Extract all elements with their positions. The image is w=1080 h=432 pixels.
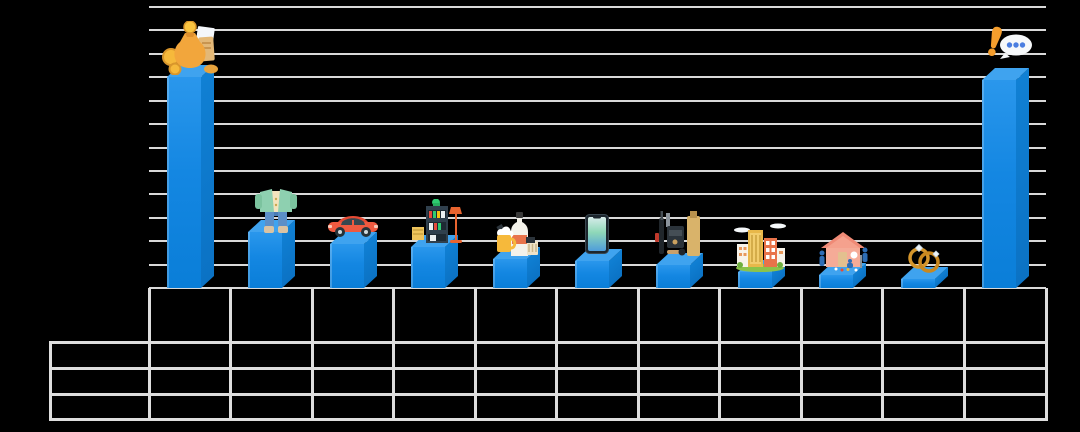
table-line-vertical [392, 288, 396, 421]
table-line-horizontal [50, 366, 1048, 370]
car-icon [326, 212, 380, 238]
exclamation-ellipsis-icon [986, 26, 1034, 62]
bar-side-face-other[interactable] [1016, 67, 1030, 288]
bar-other[interactable] [982, 79, 1017, 288]
table-line-vertical [718, 288, 722, 421]
bar-money[interactable] [166, 77, 201, 288]
bar-wedding-rings[interactable] [900, 278, 935, 288]
table-line-vertical [881, 288, 885, 421]
house-renovation-icon [816, 231, 870, 273]
table-line-vertical [310, 288, 314, 421]
furniture-icon [408, 197, 462, 247]
bar-side-face-money[interactable] [200, 65, 214, 289]
table-line-horizontal [50, 417, 1048, 421]
table-line-vertical [473, 288, 477, 421]
smartphone-icon [585, 214, 609, 255]
bar-car[interactable] [329, 243, 364, 288]
gridline [149, 123, 1046, 126]
bar-clothing[interactable] [248, 231, 283, 288]
clothing-icon [250, 186, 302, 234]
bar-home-renovation[interactable] [819, 275, 854, 288]
table-line-vertical [229, 288, 233, 421]
bar-furniture[interactable] [411, 247, 446, 288]
table-line-horizontal [50, 340, 1048, 344]
table-line-vertical [555, 288, 559, 421]
bar-food-drinks[interactable] [492, 258, 527, 288]
gridline [149, 6, 1046, 8]
table-line-horizontal [50, 392, 1048, 396]
buildings-icon [733, 217, 787, 273]
cosmetics-icon [654, 210, 703, 261]
table-line-vertical [799, 288, 803, 421]
bar-smartphone[interactable] [574, 261, 609, 288]
table-line-vertical [636, 288, 640, 421]
table-line-vertical [1044, 288, 1048, 421]
gridline [149, 193, 1046, 196]
bar-cosmetics[interactable] [656, 264, 691, 288]
money-bag-icon [161, 21, 223, 76]
table-line-vertical [48, 340, 52, 421]
gridline [149, 146, 1046, 149]
table-line-vertical [962, 288, 966, 421]
gridline [149, 287, 1046, 289]
rings-icon [906, 243, 942, 274]
bar-real-estate[interactable] [737, 271, 772, 288]
table-line-vertical [147, 288, 151, 421]
gridline [149, 76, 1046, 79]
gridline [149, 169, 1046, 172]
drinks-icon [493, 211, 539, 259]
gridline [149, 99, 1046, 102]
gridline [149, 29, 1046, 32]
gridline [149, 52, 1046, 55]
